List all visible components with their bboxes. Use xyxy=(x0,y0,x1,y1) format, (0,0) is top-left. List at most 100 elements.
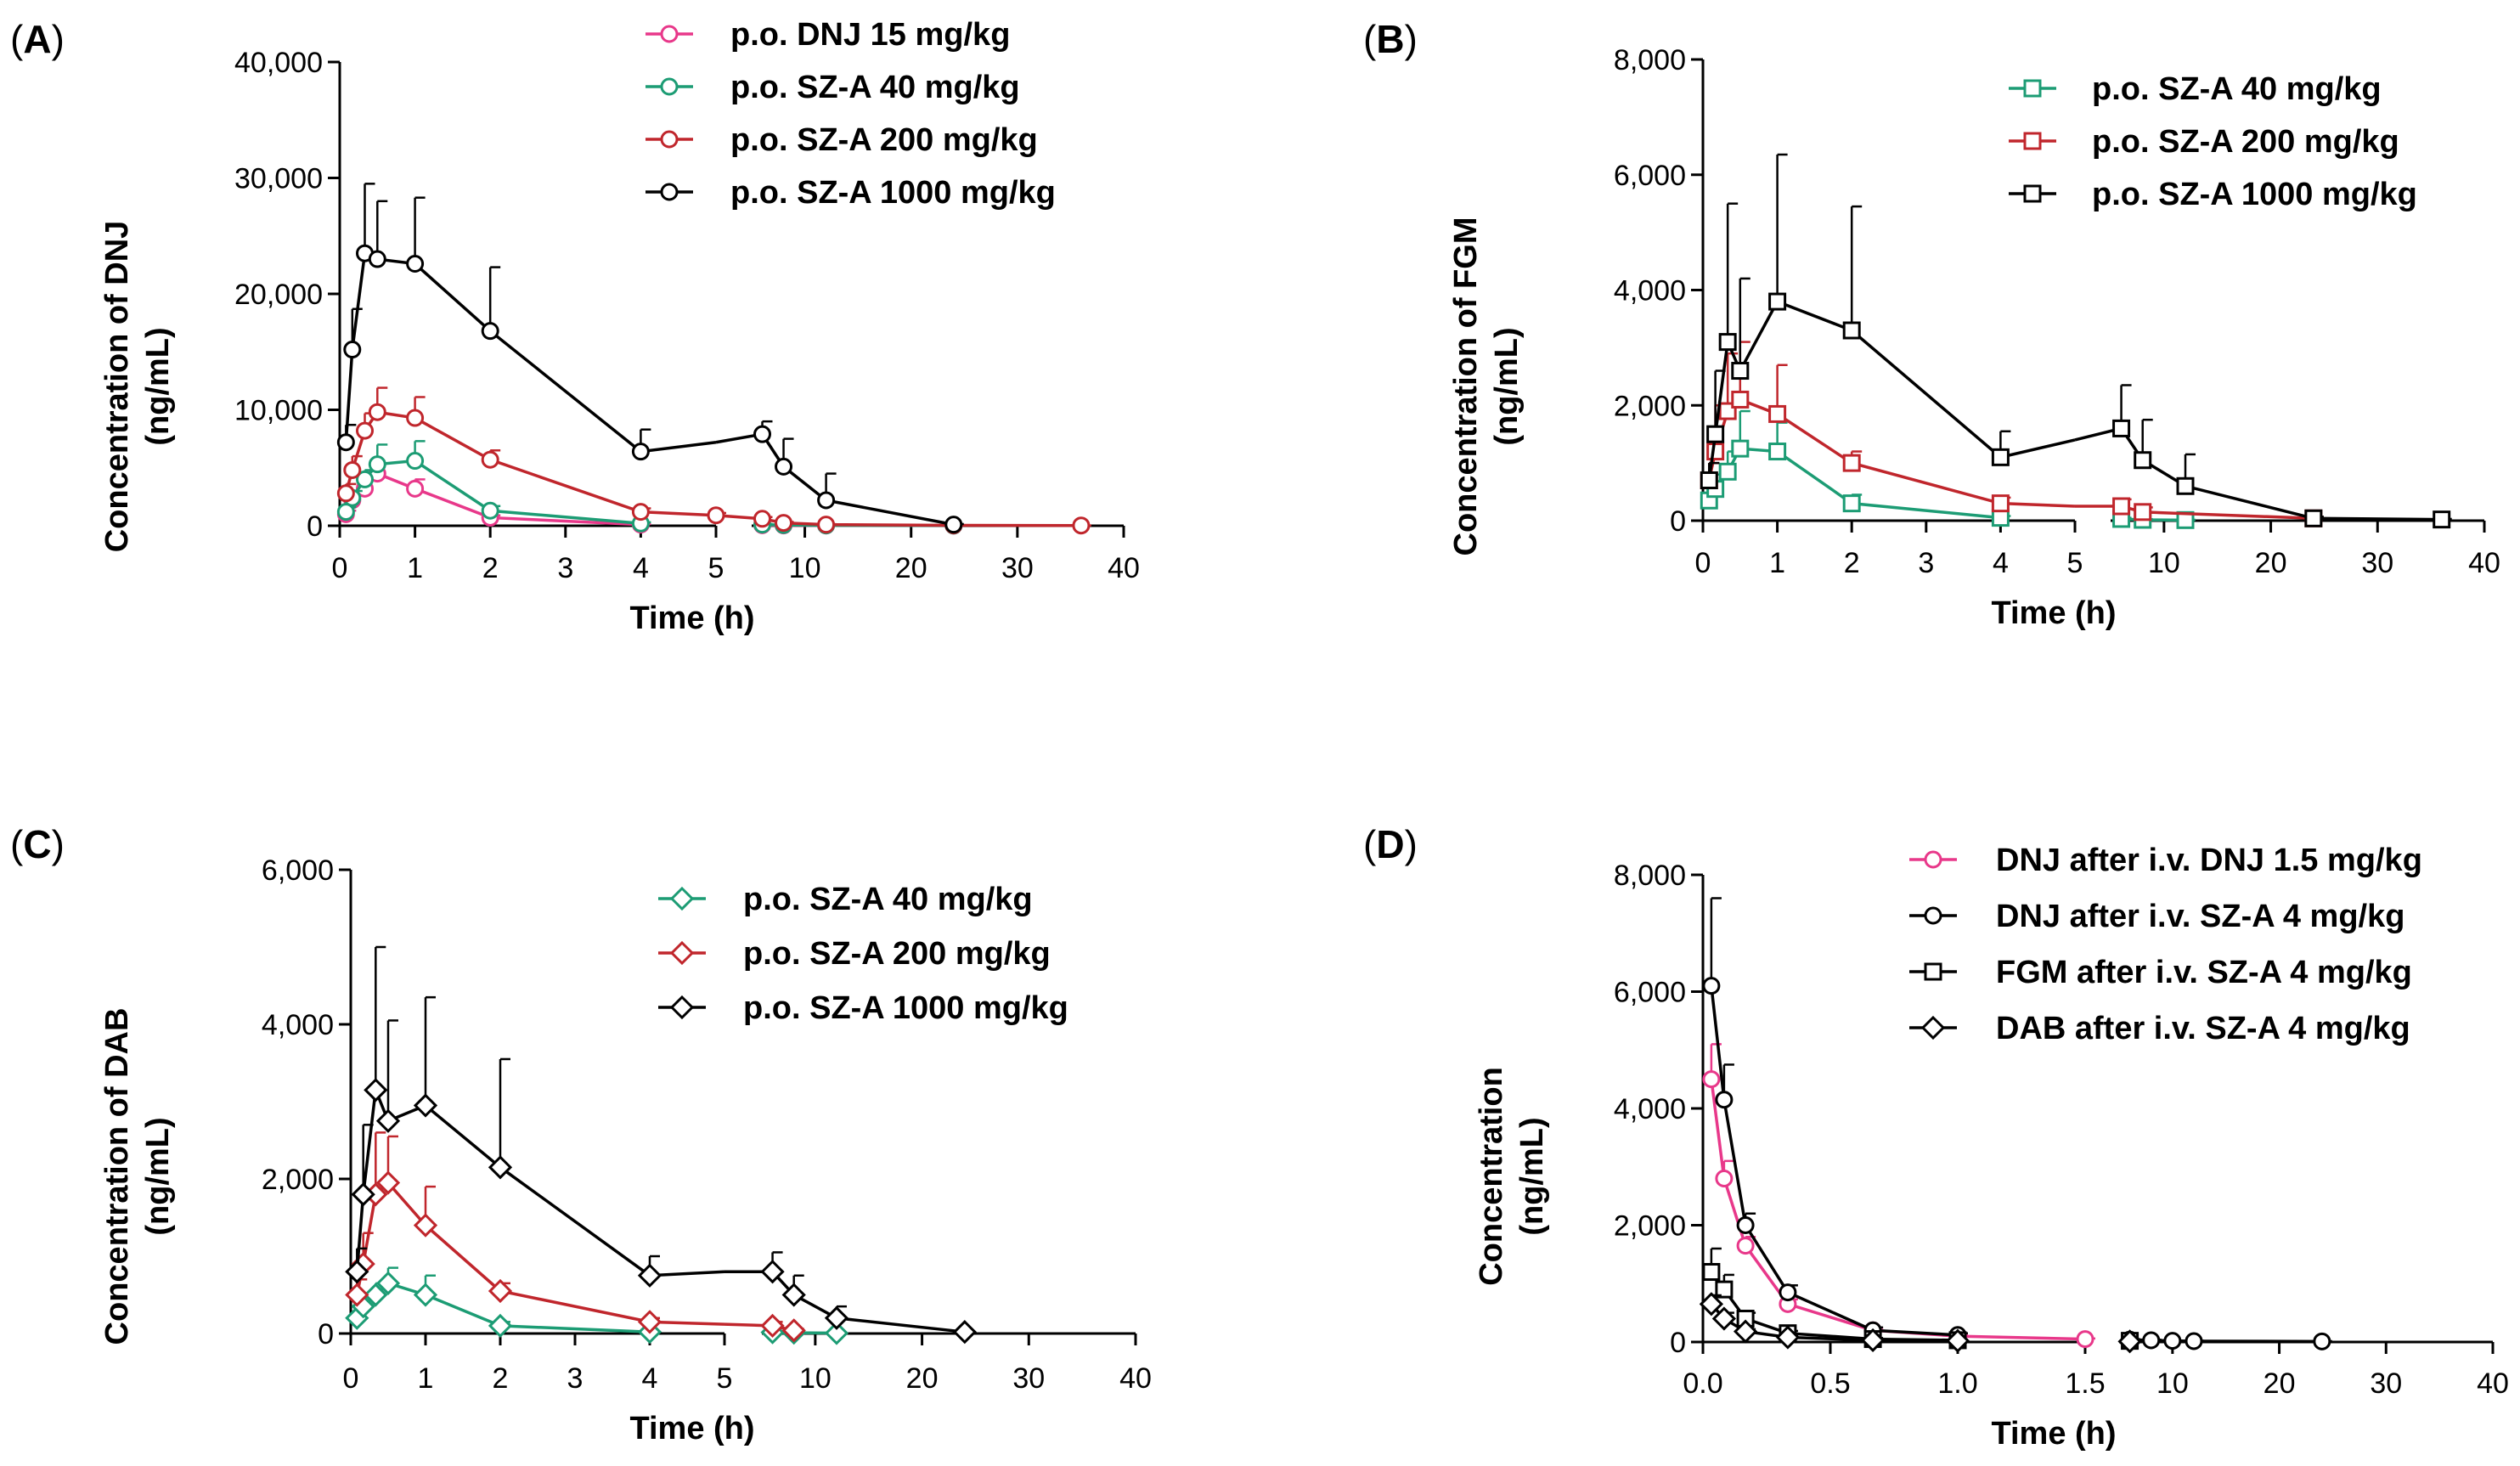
x-tick-label: 40 xyxy=(2477,1367,2509,1400)
x-tick-label: 5 xyxy=(708,552,724,584)
data-point xyxy=(368,455,386,474)
data-point xyxy=(356,421,375,440)
legend-item: p.o. SZ-A 40 mg/kg xyxy=(2009,71,2382,107)
y-tick-label: 0 xyxy=(1670,505,1686,538)
legend-marker xyxy=(1924,906,1942,925)
y-tick-label: 30,000 xyxy=(234,163,323,195)
y-tick-label: 0 xyxy=(1670,1327,1686,1359)
y-tick-label: 6,000 xyxy=(262,854,334,887)
series-line xyxy=(1710,985,1959,1337)
data-point xyxy=(637,1263,662,1288)
x-axis-label: Time (h) xyxy=(629,600,754,636)
legend-marker xyxy=(669,886,695,911)
legend-item: p.o. SZ-A 1000 mg/kg xyxy=(646,175,1056,211)
panel-d: (D) Concentration (ng/mL) 0 2,000 4,000 6,000 8… xyxy=(1363,822,2509,1452)
data-point xyxy=(481,501,499,520)
panel-b: (B) Concentration of FGM (ng/mL) 0 2,000 4,00… xyxy=(1363,17,2500,631)
data-point xyxy=(1768,443,1787,461)
y-axis-unit: (ng/mL) xyxy=(1514,1117,1550,1235)
data-point xyxy=(2134,451,2152,470)
x-tick-label: 1.0 xyxy=(1937,1367,1977,1400)
x-tick-label: 40 xyxy=(1119,1362,1152,1395)
data-point xyxy=(406,479,425,498)
data-point xyxy=(1768,404,1787,423)
data-point xyxy=(1715,1280,1734,1299)
data-point xyxy=(356,470,375,488)
data-point xyxy=(2176,476,2195,495)
legend-marker xyxy=(1924,850,1942,869)
legend-marker xyxy=(660,25,679,43)
data-point xyxy=(2142,1331,2161,1350)
data-point xyxy=(1842,494,1861,513)
legend-item: DNJ after i.v. SZ-A 4 mg/kg xyxy=(1909,899,2404,934)
y-axis-unit: (ng/mL) xyxy=(140,327,176,445)
data-point xyxy=(775,514,793,533)
legend-marker xyxy=(660,77,679,96)
data-point xyxy=(1706,443,1725,461)
data-point xyxy=(1991,494,2010,513)
series-line xyxy=(1710,1079,2086,1341)
data-point xyxy=(1860,1328,1886,1353)
x-tick-label: 4 xyxy=(1993,547,2009,579)
data-point xyxy=(753,425,772,443)
data-point xyxy=(1711,1306,1737,1331)
x-tick-label: 0.0 xyxy=(1683,1367,1722,1400)
data-point xyxy=(1731,439,1750,458)
legend-item: FGM after i.v. SZ-A 4 mg/kg xyxy=(1909,955,2412,990)
data-point xyxy=(345,1283,369,1307)
data-point xyxy=(707,506,725,525)
data-point xyxy=(345,1260,369,1284)
data-point xyxy=(2112,497,2131,516)
data-point xyxy=(413,1093,438,1118)
series-2 xyxy=(345,945,977,1345)
data-point xyxy=(2117,1329,2142,1354)
series-line xyxy=(1707,299,2076,481)
data-point xyxy=(781,1318,806,1343)
legend-label: DNJ after i.v. SZ-A 4 mg/kg xyxy=(1996,899,2404,934)
x-tick-label: 2 xyxy=(493,1362,509,1395)
legend-label: p.o. SZ-A 200 mg/kg xyxy=(730,122,1038,158)
data-point xyxy=(481,322,499,341)
data-point xyxy=(1991,509,2010,527)
x-tick-label: 0 xyxy=(343,1362,359,1395)
data-point xyxy=(753,510,772,528)
data-point xyxy=(1945,1328,1970,1353)
legend-item: DNJ after i.v. DNJ 1.5 mg/kg xyxy=(1909,843,2422,878)
x-tick-label: 4 xyxy=(633,552,649,584)
panel-label-a: (A) xyxy=(10,17,65,61)
legend-item: p.o. SZ-A 200 mg/kg xyxy=(646,122,1038,158)
x-tick-label: 1.5 xyxy=(2065,1367,2105,1400)
x-tick-label: 2 xyxy=(1844,547,1860,579)
data-point xyxy=(481,450,499,469)
data-point xyxy=(1775,1325,1801,1350)
y-tick-label: 40,000 xyxy=(234,47,323,79)
series-3 xyxy=(1699,1292,2142,1354)
legend-label: FGM after i.v. SZ-A 4 mg/kg xyxy=(1996,955,2412,990)
data-point xyxy=(1700,471,1718,489)
data-point xyxy=(364,1078,388,1102)
data-point xyxy=(1702,977,1721,995)
data-point xyxy=(1779,1283,1797,1302)
data-point xyxy=(488,1313,513,1339)
data-point xyxy=(1715,1170,1734,1187)
data-point xyxy=(1733,1319,1758,1344)
x-tick-label: 0 xyxy=(1695,547,1711,579)
data-point xyxy=(1731,362,1750,381)
x-tick-label: 0 xyxy=(332,552,348,584)
legend-label: p.o. SZ-A 40 mg/kg xyxy=(2092,71,2382,107)
y-tick-label: 4,000 xyxy=(262,1009,334,1041)
data-point xyxy=(1736,1237,1755,1255)
y-tick-label: 6,000 xyxy=(1614,977,1686,1009)
data-point xyxy=(1718,333,1737,352)
legend-label: p.o. SZ-A 1000 mg/kg xyxy=(2092,177,2417,212)
legend-marker xyxy=(660,130,679,149)
y-tick-label: 20,000 xyxy=(234,279,323,311)
data-point xyxy=(1991,448,2010,466)
data-point xyxy=(817,491,836,510)
legend-label: p.o. SZ-A 40 mg/kg xyxy=(730,70,1020,105)
data-point xyxy=(1736,1216,1755,1234)
data-point xyxy=(413,1283,438,1307)
x-tick-label: 3 xyxy=(567,1362,583,1395)
data-point xyxy=(1702,1070,1721,1089)
data-point xyxy=(343,460,362,479)
